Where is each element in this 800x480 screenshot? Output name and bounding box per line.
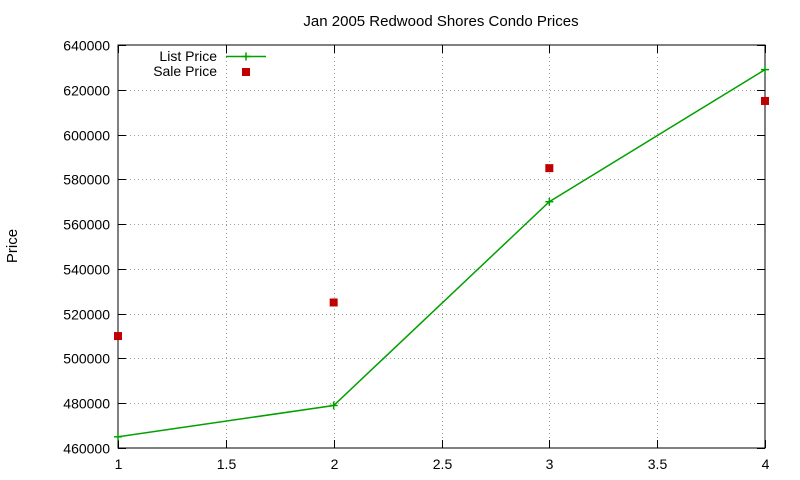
grid-lines <box>118 45 765 448</box>
x-tick-label: 2 <box>331 456 339 472</box>
list-price-point <box>114 432 122 441</box>
sale-price-point <box>329 298 338 307</box>
x-tick-label: 2.5 <box>433 456 453 472</box>
y-tick-label: 480000 <box>63 396 110 412</box>
y-tick-label: 460000 <box>63 441 110 457</box>
y-tick-label: 520000 <box>63 307 110 323</box>
legend-marker-list-price <box>242 52 250 61</box>
y-tick-label: 580000 <box>63 172 110 188</box>
list-price-point <box>545 197 554 206</box>
sale-price-point <box>761 96 769 105</box>
y-tick-label: 620000 <box>63 83 110 99</box>
y-tick-label: 560000 <box>63 217 110 233</box>
list-price-line <box>117 68 766 438</box>
legend-marker-sale-price <box>242 68 250 76</box>
sale-price-point <box>114 332 122 341</box>
chart-title: Jan 2005 Redwood Shores Condo Prices <box>303 13 578 30</box>
y-tick-label: 640000 <box>63 38 110 54</box>
x-tick-label: 3 <box>546 456 554 472</box>
legend-label-sale-price: Sale Price <box>153 63 217 79</box>
y-tick-label: 540000 <box>63 262 110 278</box>
x-tick-label: 1 <box>115 456 123 472</box>
x-tick-label: 1.5 <box>217 456 237 472</box>
y-tick-label: 500000 <box>63 351 110 367</box>
plot-frame <box>117 44 766 449</box>
x-tick-label: 3.5 <box>648 456 668 472</box>
list-price-point <box>329 401 338 410</box>
legend-label-list-price: List Price <box>159 48 217 64</box>
axis-ticks: 460000 480000 500000 520000 540000 560000 5800… <box>63 38 769 473</box>
y-tick-label: 600000 <box>63 128 110 144</box>
list-price-point <box>761 65 769 74</box>
x-tick-label: 4 <box>762 456 770 472</box>
series-layer <box>114 65 769 441</box>
sale-price-point <box>545 164 554 173</box>
y-axis-title: Price <box>4 229 21 263</box>
